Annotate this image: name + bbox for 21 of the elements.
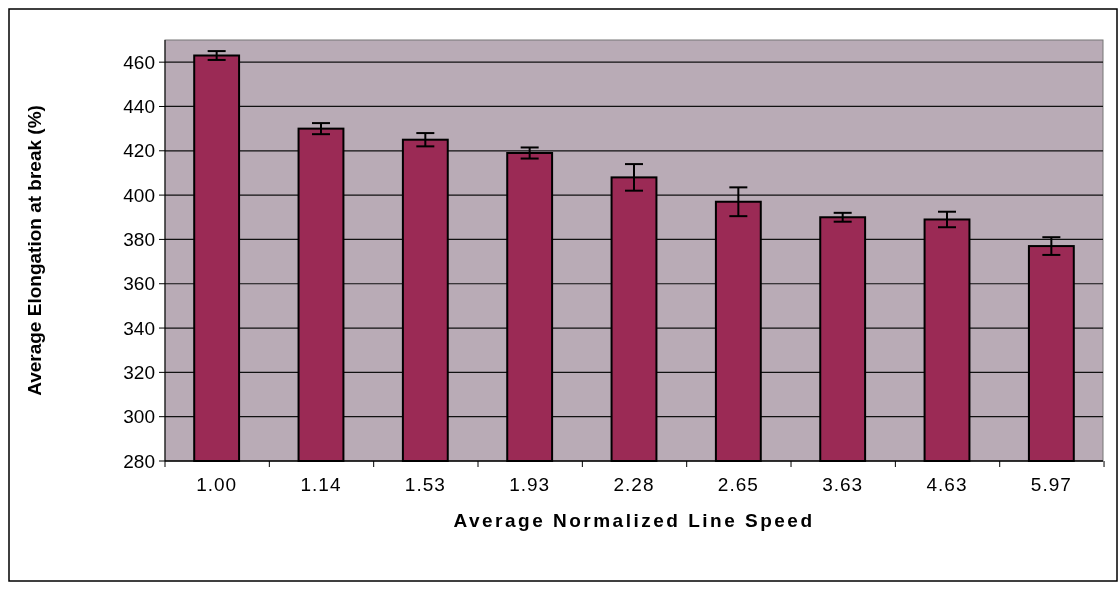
y-tick-label: 400 xyxy=(123,184,155,206)
x-tick-label: 5.97 xyxy=(1030,474,1072,495)
y-tick-label: 360 xyxy=(123,273,155,295)
y-axis-title: Average Elongation at break (%) xyxy=(24,105,45,396)
y-tick-label: 380 xyxy=(123,229,155,251)
x-tick-label: 1.93 xyxy=(509,474,551,495)
x-tick-label: 1.00 xyxy=(196,474,238,495)
x-tick-label: 2.28 xyxy=(613,474,655,495)
y-tick-label: 320 xyxy=(123,362,155,384)
x-tick-label: 2.65 xyxy=(717,474,759,495)
y-tick-label: 460 xyxy=(123,51,155,73)
y-tick-label: 280 xyxy=(123,450,155,472)
x-tick-label: 1.14 xyxy=(300,474,342,495)
x-tick-label: 4.63 xyxy=(926,474,968,495)
y-tick-label: 300 xyxy=(123,406,155,428)
y-tick-label: 340 xyxy=(123,317,155,339)
y-tick-label: 420 xyxy=(123,140,155,162)
y-tick-label: 440 xyxy=(123,96,155,118)
x-tick-label: 3.63 xyxy=(822,474,864,495)
x-axis-title: Average Normalized Line Speed xyxy=(453,510,815,531)
x-tick-label: 1.53 xyxy=(404,474,446,495)
